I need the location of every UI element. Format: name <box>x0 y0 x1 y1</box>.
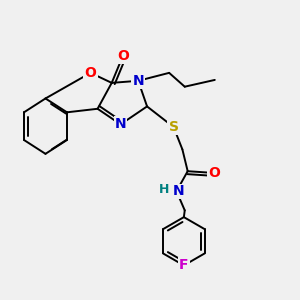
Text: O: O <box>208 166 220 180</box>
Text: F: F <box>179 258 189 272</box>
Text: N: N <box>173 184 185 198</box>
Text: S: S <box>169 120 178 134</box>
Text: N: N <box>115 117 126 131</box>
Text: N: N <box>132 74 144 88</box>
Text: O: O <box>85 66 97 80</box>
Text: O: O <box>117 49 129 63</box>
Text: H: H <box>159 183 169 196</box>
